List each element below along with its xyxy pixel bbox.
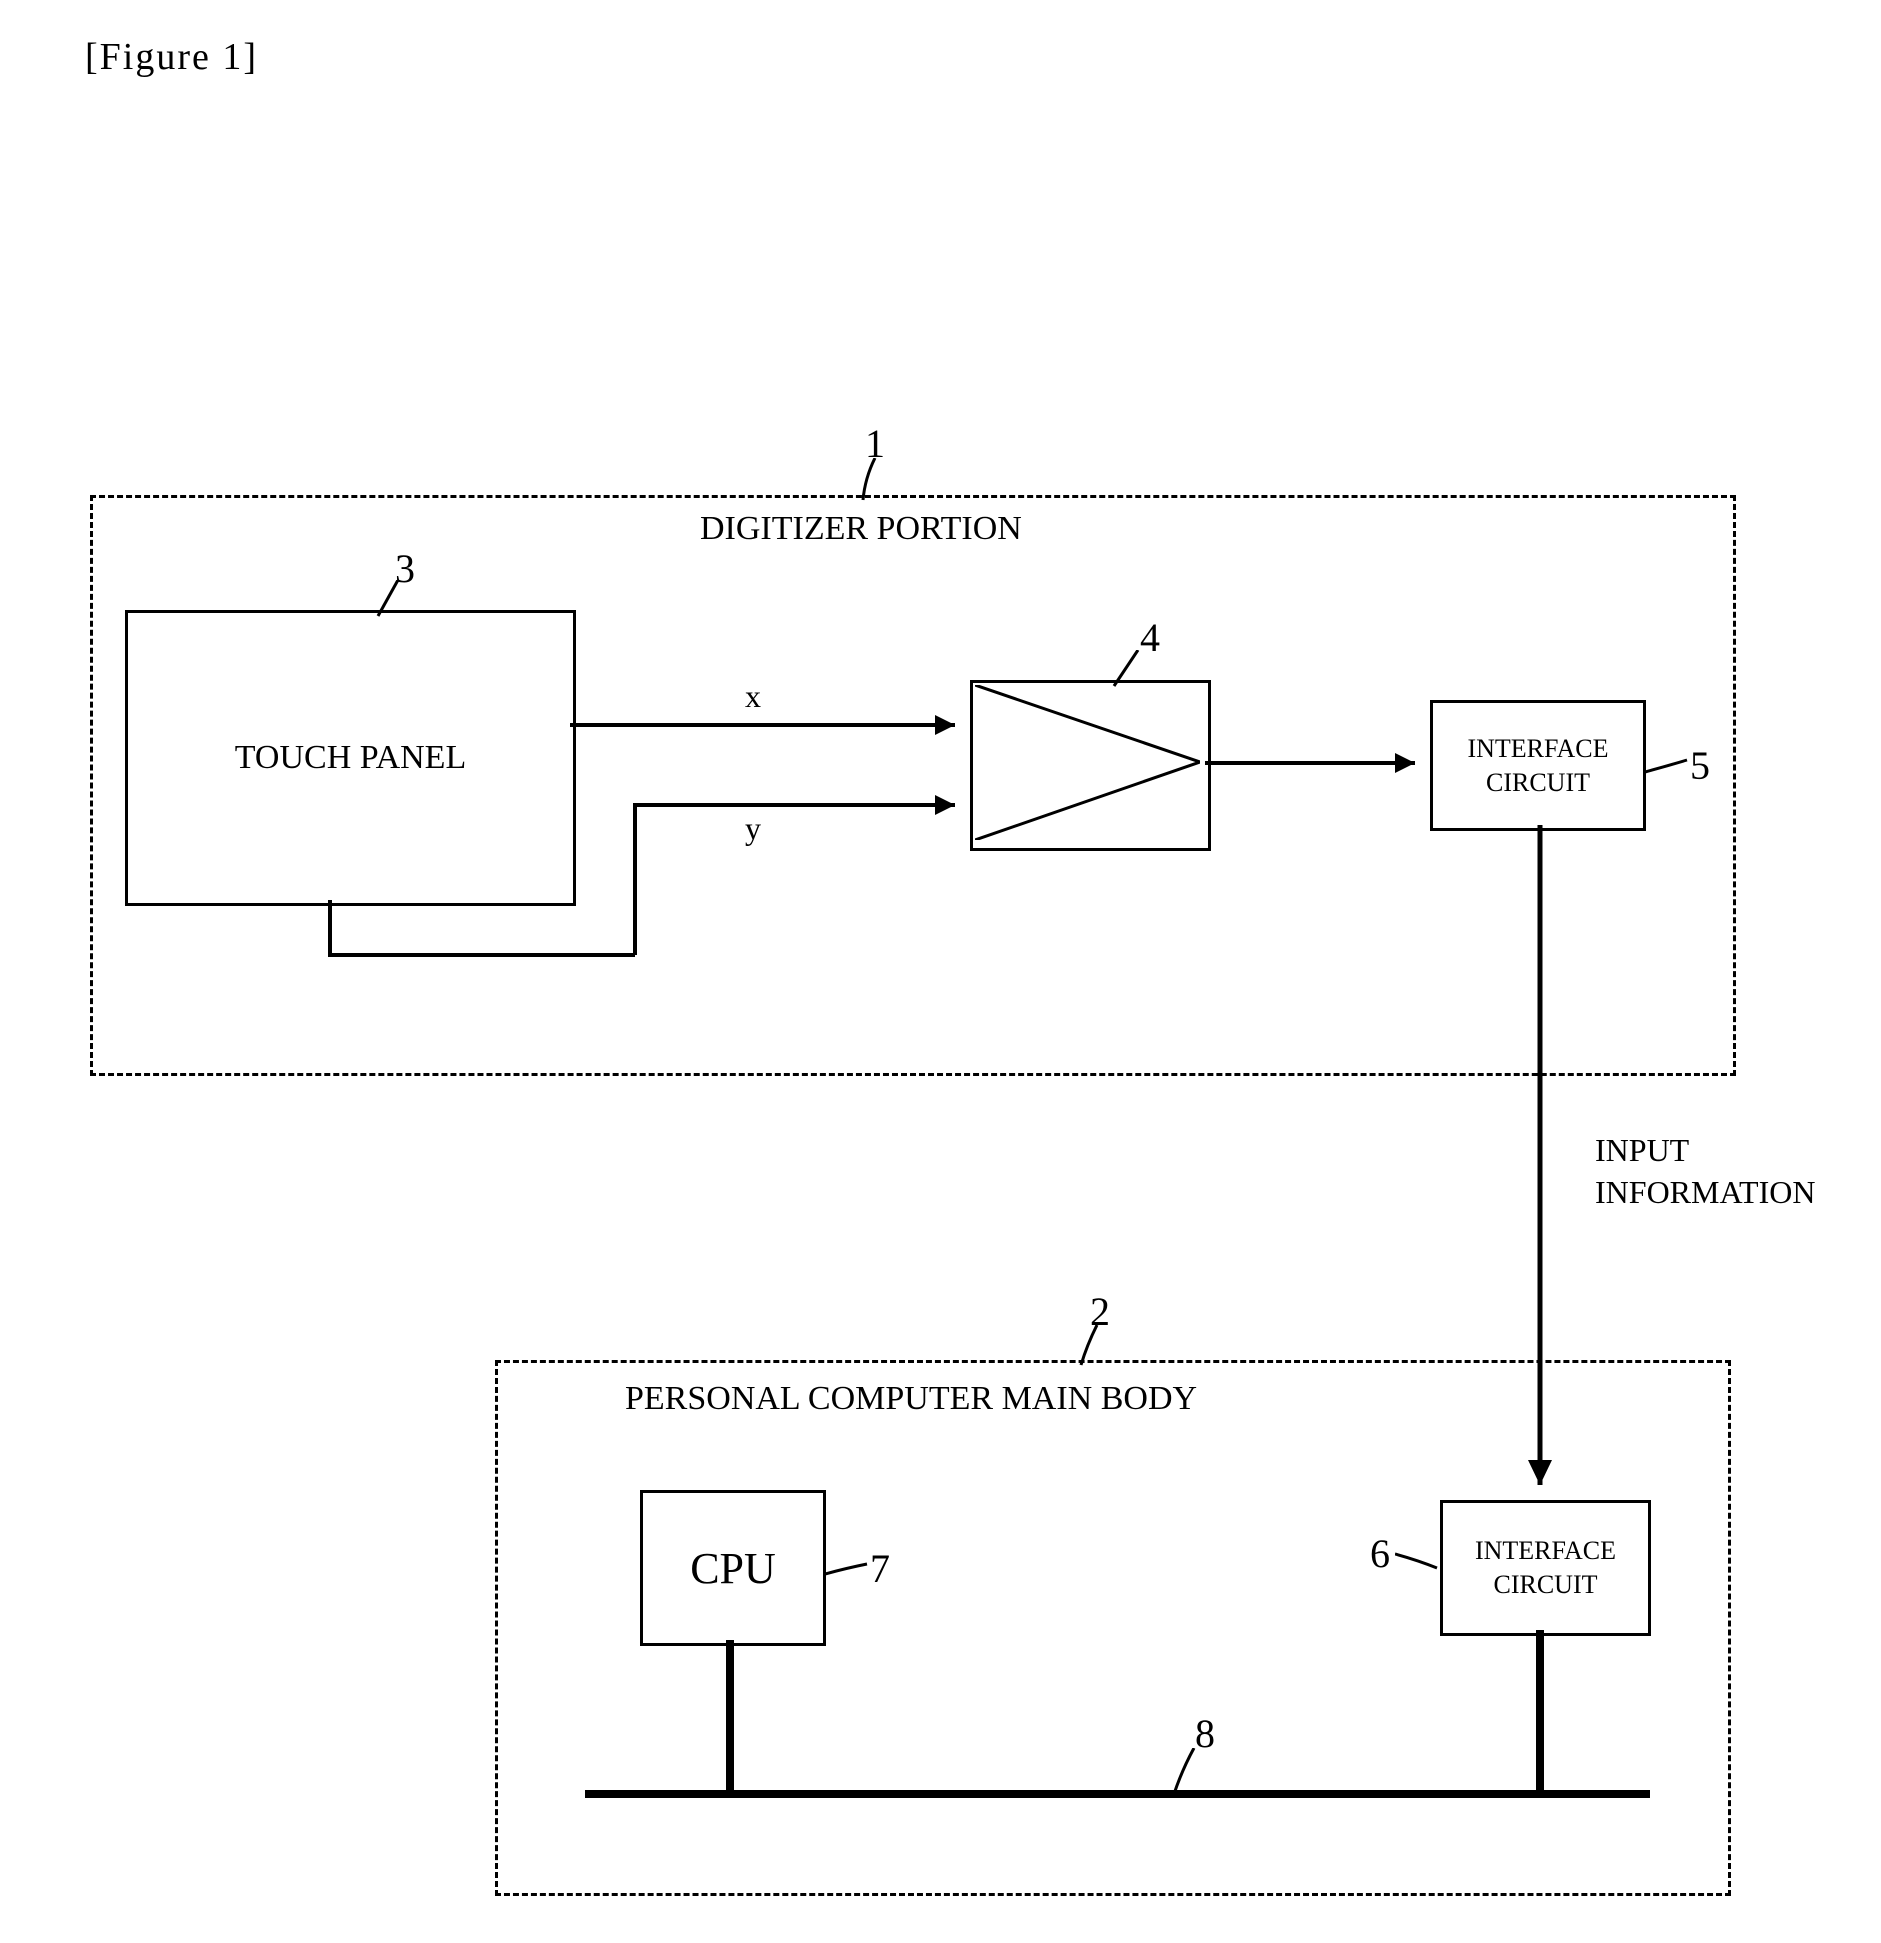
touch-panel-label: TOUCH PANEL (235, 739, 466, 777)
cpu-label: CPU (690, 1543, 776, 1594)
y-signal-line (630, 790, 975, 960)
bus-line (585, 1790, 1650, 1798)
pc-interface-ref-leader (1395, 1548, 1440, 1576)
digitizer-interface-ref: 5 (1690, 742, 1710, 789)
bus-ref-leader (1168, 1748, 1208, 1796)
cpu-box: CPU (640, 1490, 826, 1646)
pc-title: PERSONAL COMPUTER MAIN BODY (625, 1380, 1197, 1418)
pc-interface-ref: 6 (1370, 1530, 1390, 1577)
amp-to-iface-line (1205, 748, 1435, 778)
pc-ref-leader (1075, 1325, 1115, 1367)
diagram-canvas: [Figure 1] 1 DIGITIZER PORTION TOUCH PAN… (0, 0, 1881, 1943)
touch-panel-box: TOUCH PANEL (125, 610, 576, 906)
x-signal-line (570, 710, 975, 740)
digitizer-interface-box: INTERFACE CIRCUIT (1430, 700, 1646, 831)
touch-panel-stand (255, 900, 655, 990)
figure-label: [Figure 1] (85, 35, 258, 79)
iface6-to-bus (1536, 1630, 1544, 1795)
digitizer-title: DIGITIZER PORTION (700, 510, 1022, 548)
amplifier-ref-leader (1108, 650, 1148, 688)
digitizer-ref-leader (855, 458, 895, 503)
cpu-to-bus (726, 1640, 734, 1795)
cpu-ref-leader (825, 1560, 870, 1585)
touch-panel-ref-leader (370, 580, 410, 620)
y-label: y (745, 810, 761, 847)
input-info-label: INPUT INFORMATION (1595, 1130, 1815, 1213)
x-label: x (745, 678, 761, 715)
amplifier-triangle (975, 685, 1200, 840)
cpu-ref: 7 (870, 1545, 890, 1592)
pc-interface-box: INTERFACE CIRCUIT (1440, 1500, 1651, 1636)
digitizer-interface-label: INTERFACE CIRCUIT (1467, 732, 1608, 800)
pc-interface-label: INTERFACE CIRCUIT (1475, 1534, 1616, 1602)
digitizer-interface-ref-leader (1645, 758, 1690, 786)
